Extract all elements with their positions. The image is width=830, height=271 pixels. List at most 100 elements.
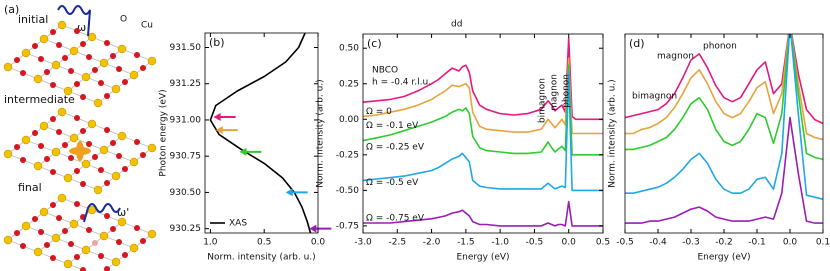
legend-label: XAS xyxy=(229,219,247,229)
copper-atom xyxy=(33,247,43,257)
copper-atom xyxy=(87,119,97,129)
series-line xyxy=(363,37,603,121)
oxygen-atom xyxy=(134,139,140,145)
oxygen-atom xyxy=(80,94,86,100)
axes-frame xyxy=(624,33,824,234)
oxygen-atom xyxy=(86,141,92,147)
series-line xyxy=(625,34,823,125)
x-tick-label: -1.5 xyxy=(457,238,475,248)
oxygen-atom xyxy=(98,80,104,86)
series-label: Ω = -0.75 eV xyxy=(366,213,425,223)
x-tick-label: 0.5 xyxy=(596,238,610,248)
stage-label: final xyxy=(18,181,42,194)
series-label: Ω = -0.5 eV xyxy=(366,178,419,188)
oxygen-atom xyxy=(62,55,68,61)
photon-wave xyxy=(83,203,121,223)
atom-label: O xyxy=(120,15,127,25)
panel-label: (d) xyxy=(629,37,645,50)
x-tick-label: 0.0 xyxy=(562,238,577,248)
oxygen-atom xyxy=(38,229,44,235)
y-axis-label: Photon energy (eV) xyxy=(159,89,169,176)
axes-frame xyxy=(204,32,319,234)
oxygen-atom xyxy=(50,116,56,122)
copper-atom xyxy=(21,48,31,58)
y-axis-label: Norm. intensity (arb. u.) xyxy=(608,79,618,187)
x-axis-label: Norm. intensity (arb. u.) xyxy=(207,253,315,263)
series-line xyxy=(625,34,823,141)
copper-atom xyxy=(69,133,79,143)
copper-atom xyxy=(81,72,91,82)
annotation: magnon xyxy=(550,74,560,111)
oxygen-atom xyxy=(80,41,86,47)
oxygen-atom xyxy=(104,40,110,46)
copper-atom xyxy=(21,221,31,231)
oxygen-atom xyxy=(116,153,122,159)
copper-atom xyxy=(33,74,43,84)
copper-atom xyxy=(111,171,121,181)
series-label: Ω = -0.1 eV xyxy=(366,121,419,131)
copper-atom xyxy=(57,20,67,30)
y-tick-label: 931.25 xyxy=(170,79,202,89)
plot-area xyxy=(363,37,603,227)
stage-label: initial xyxy=(18,13,48,26)
oxygen-atom xyxy=(98,253,104,259)
oxygen-atom xyxy=(98,167,104,173)
oxygen-atom xyxy=(50,82,56,88)
y-tick-label: 0.50 xyxy=(339,44,359,54)
copper-atom xyxy=(51,60,61,70)
copper-atom xyxy=(81,159,91,169)
series-line xyxy=(209,33,312,233)
x-axis-label: Energy (eV) xyxy=(697,253,750,263)
copper-atom xyxy=(57,107,67,117)
copper-atom xyxy=(129,157,139,167)
x-tick-label: -0.4 xyxy=(649,238,667,248)
y-tick-label: 931.50 xyxy=(170,43,202,53)
copper-atom xyxy=(99,58,109,68)
oxygen-atom xyxy=(86,54,92,60)
oxygen-atom xyxy=(74,28,80,34)
y-axis-label: Norm. intensity (arb. u.) xyxy=(316,79,326,187)
copper-atom xyxy=(99,231,109,241)
annotation: magnon xyxy=(657,52,694,62)
oxygen-atom xyxy=(104,180,110,186)
x-tick-label: -0.5 xyxy=(526,238,544,248)
oxygen-atom xyxy=(38,56,44,62)
oxygen-atom xyxy=(20,70,26,76)
copper-atom xyxy=(129,243,139,253)
copper-atom xyxy=(93,185,103,195)
copper-atom xyxy=(63,259,73,269)
photon-label: ω xyxy=(77,21,86,34)
y-tick-label: 930.75 xyxy=(170,152,202,162)
oxygen-atom xyxy=(80,128,86,134)
annotation: NBCO xyxy=(372,66,398,76)
copper-atom xyxy=(117,44,127,54)
x-tick-label: -0.5 xyxy=(616,238,634,248)
oxygen-atom xyxy=(134,225,140,231)
y-tick-label: -0.50 xyxy=(336,186,360,196)
series-line xyxy=(625,34,823,161)
y-tick-label: 930.50 xyxy=(170,188,202,198)
oxygen-atom xyxy=(86,227,92,233)
oxygen-atom xyxy=(44,242,50,248)
copper-atom xyxy=(117,131,127,141)
copper-atom xyxy=(111,257,121,267)
oxygen-atom xyxy=(104,127,110,133)
y-tick-label: 931.00 xyxy=(170,115,202,125)
x-tick-label: -0.3 xyxy=(682,238,700,248)
oxygen-atom xyxy=(38,143,44,149)
copper-atom xyxy=(111,84,121,94)
copper-atom xyxy=(69,46,79,56)
oxygen-atom xyxy=(14,57,20,63)
oxygen-atom xyxy=(80,181,86,187)
series-line xyxy=(363,200,603,227)
copper-atom xyxy=(99,145,109,155)
arrow-head xyxy=(309,224,317,233)
y-tick-label: 0.00 xyxy=(339,115,359,125)
x-tick-label: 0.5 xyxy=(257,238,271,248)
oxygen-atom xyxy=(110,226,116,232)
photon-label: ω' xyxy=(117,206,129,219)
copper-atom xyxy=(63,86,73,96)
arrow-head xyxy=(239,147,247,156)
copper-atom xyxy=(3,235,13,245)
